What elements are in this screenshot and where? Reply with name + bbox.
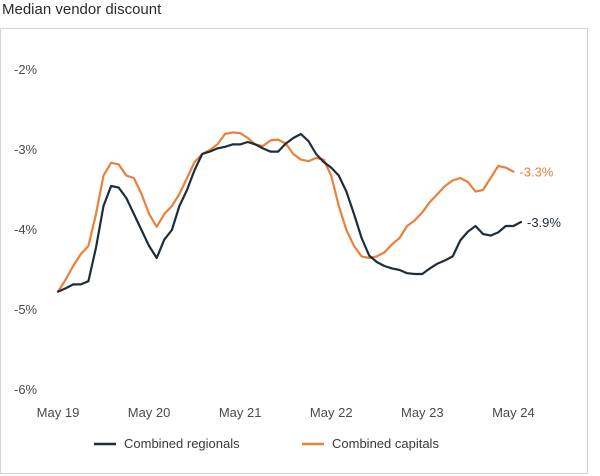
legend-label: Combined capitals <box>332 436 439 451</box>
legend-item-combined-regionals: Combined regionals <box>94 436 240 451</box>
y-tick-label: -2% <box>14 62 38 77</box>
x-axis: May 19 May 20 May 21 May 22 May 23 May 24 <box>37 405 535 420</box>
x-tick-label: May 19 <box>37 405 80 420</box>
series-line-combined-regionals <box>56 132 523 293</box>
y-tick-label: -5% <box>14 302 38 317</box>
end-labels: -3.9% -3.3% <box>519 165 561 230</box>
chart-title: Median vendor discount <box>2 1 162 18</box>
plot-area <box>56 131 523 293</box>
legend: Combined regionals Combined capitals <box>94 436 439 451</box>
series-line-combined-capitals <box>56 131 515 293</box>
end-label-combined-regionals: -3.9% <box>527 215 561 230</box>
x-tick-label: May 23 <box>401 405 444 420</box>
chart-frame <box>0 28 588 474</box>
y-tick-label: -3% <box>14 142 38 157</box>
x-tick-label: May 20 <box>128 405 171 420</box>
legend-item-combined-capitals: Combined capitals <box>302 436 439 451</box>
legend-label: Combined regionals <box>124 436 240 451</box>
y-tick-label: -4% <box>14 222 38 237</box>
y-tick-label: -6% <box>14 382 38 397</box>
x-tick-label: May 22 <box>310 405 353 420</box>
x-tick-label: May 21 <box>219 405 262 420</box>
x-tick-label: May 24 <box>492 405 535 420</box>
end-label-combined-capitals: -3.3% <box>519 165 553 180</box>
y-axis: -2% -3% -4% -5% -6% <box>14 62 38 397</box>
